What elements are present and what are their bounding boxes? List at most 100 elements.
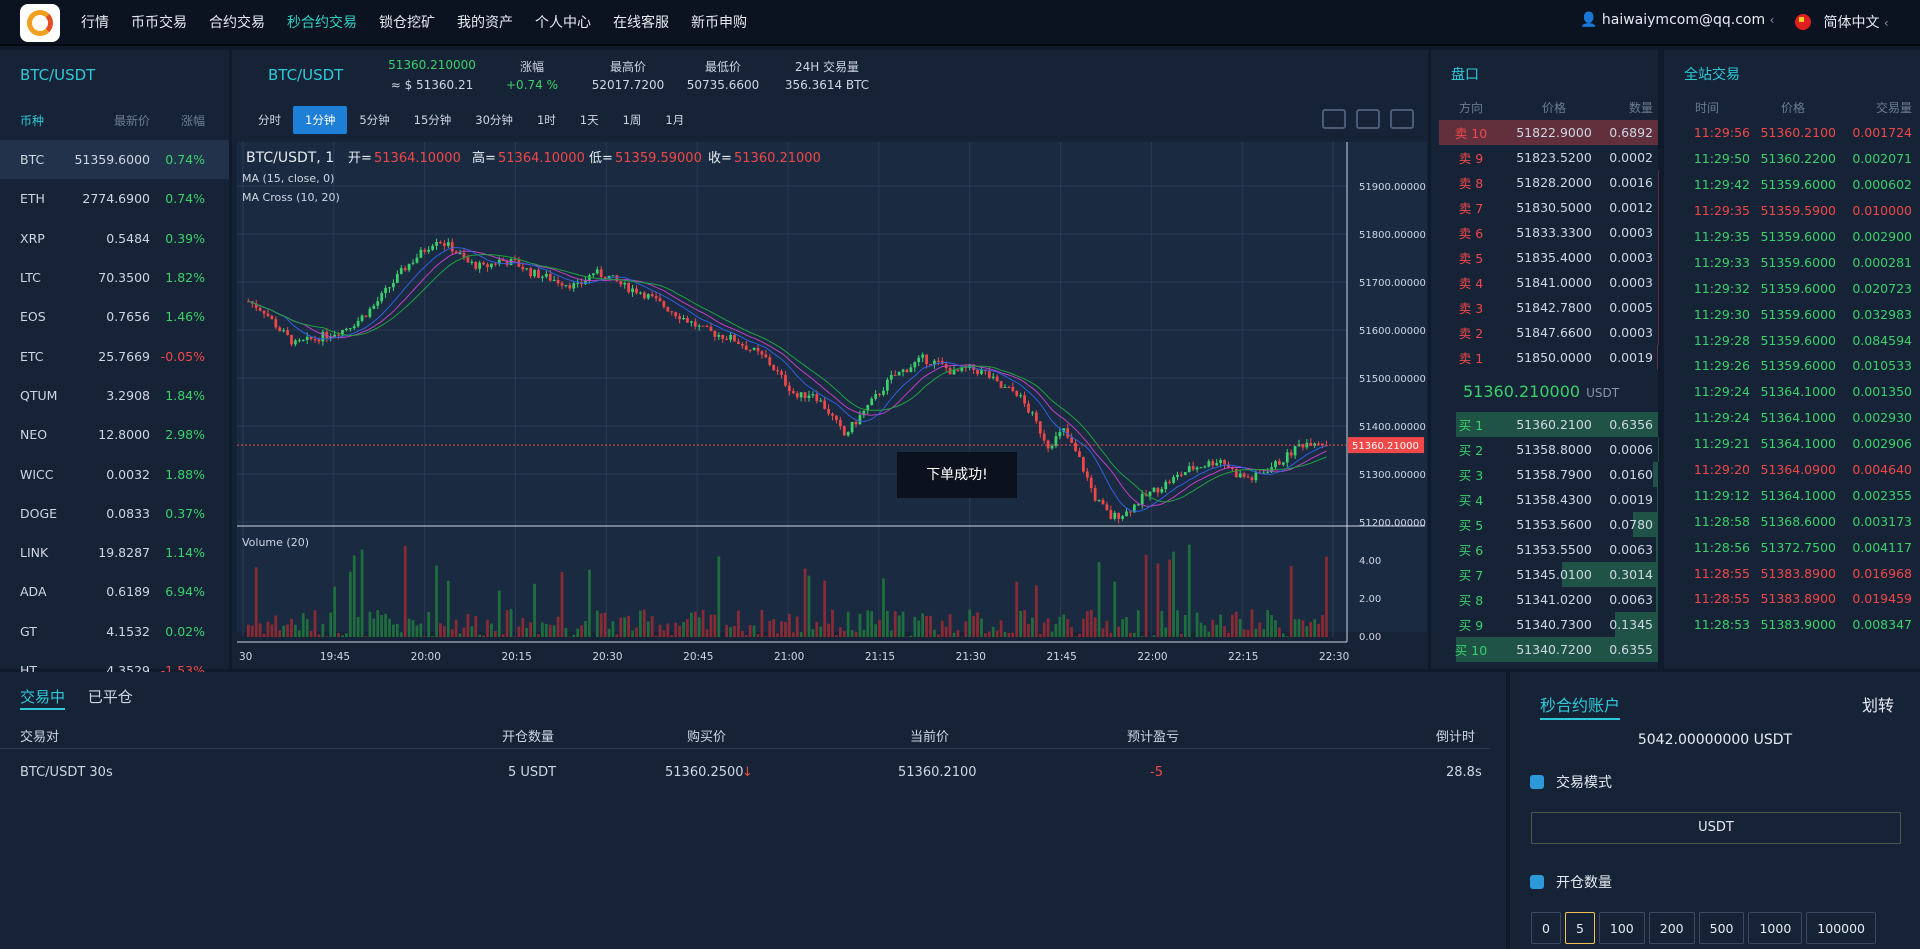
candle: [466, 257, 470, 263]
nav-item[interactable]: 个人中心: [535, 15, 591, 31]
ask-row[interactable]: 卖 7 51830.5000 0.0012: [1458, 195, 1658, 220]
nav-item[interactable]: 币币交易: [131, 15, 187, 31]
pair-list-title: BTC/USDT: [20, 66, 96, 84]
pair-row[interactable]: EOS 0.7656 1.46%: [20, 309, 205, 325]
pair-row[interactable]: WICC 0.0032 1.88%: [20, 466, 205, 482]
bid-row[interactable]: 买 5 51353.5600 0.0780: [1431, 512, 1658, 537]
timeframe-tab[interactable]: 15分钟: [413, 113, 452, 127]
user-account[interactable]: 👤 haiwaiymcom@qq.com ‹: [1580, 12, 1775, 28]
ask-row[interactable]: 卖 1 51850.0000 0.0019: [1458, 345, 1658, 370]
volume-bar: [705, 629, 709, 637]
pair-row[interactable]: ADA 0.6189 6.94%: [20, 584, 205, 600]
timeframe-tab[interactable]: 1周: [622, 113, 642, 127]
qty-option[interactable]: 100: [1598, 912, 1645, 944]
candle: [740, 343, 744, 346]
candle: [878, 393, 881, 395]
bid-row[interactable]: 买 3 51358.7900 0.0160: [1431, 462, 1658, 487]
qty-option[interactable]: 100000: [1806, 912, 1877, 944]
trade-mode-select[interactable]: USDT: [1531, 812, 1901, 844]
candlestick-chart[interactable]: 51900.00000 51800.00000 51700.00000 51600.0…: [232, 142, 1428, 669]
volume-bar: [1050, 631, 1054, 637]
timeframe-tab[interactable]: 1分钟: [293, 106, 348, 134]
timeframe-tab[interactable]: 1时: [536, 113, 556, 127]
ask-row[interactable]: 卖 3 51842.7800 0.0005: [1458, 295, 1658, 320]
bid-row[interactable]: 买 2 51358.8000 0.0006: [1458, 437, 1658, 462]
volume-bar: [380, 615, 384, 637]
candle: [823, 400, 827, 409]
volume-bar: [740, 630, 744, 637]
volume-bar: [635, 627, 638, 637]
timeframe-tab[interactable]: 1月: [665, 113, 685, 127]
candle: [478, 262, 482, 269]
qty-option[interactable]: 200: [1648, 912, 1695, 944]
ask-row[interactable]: 卖 6 51833.3300 0.0003: [1458, 220, 1658, 245]
ask-row[interactable]: 卖 4 51841.0000 0.0003: [1458, 270, 1658, 295]
candle: [623, 282, 627, 285]
order-row[interactable]: BTC/USDT 30s 5 USDT 51360.2500 ↓ 51360.2…: [20, 765, 1482, 780]
volume-bar: [250, 625, 254, 637]
volume-bar: [392, 624, 395, 637]
ask-row[interactable]: 卖 10 51822.9000 0.6892: [1431, 120, 1658, 145]
language-switch[interactable]: 简体中文 ‹: [1795, 12, 1889, 32]
pair-row[interactable]: GT 4.1532 0.02%: [20, 623, 205, 639]
candle: [999, 381, 1003, 388]
gear-icon[interactable]: [1390, 109, 1414, 129]
volume-bar: [1082, 618, 1085, 637]
bid-row[interactable]: 买 7 51345.0100 0.3014: [1431, 562, 1658, 587]
pair-row[interactable]: ETC 25.7669 -0.05%: [20, 348, 205, 364]
ask-row[interactable]: 卖 9 51823.5200 0.0002: [1458, 145, 1658, 170]
tab-closed-orders[interactable]: 已平仓: [87, 688, 133, 706]
nav-item[interactable]: 新币申购: [691, 15, 747, 31]
qty-option[interactable]: 1000: [1748, 912, 1803, 944]
nav-item[interactable]: 秒合约交易: [287, 15, 357, 31]
tab-open-orders[interactable]: 交易中: [20, 688, 66, 710]
timeframe-tab[interactable]: 5分钟: [359, 113, 390, 127]
candle: [642, 292, 646, 299]
ask-row[interactable]: 卖 8 51828.2000 0.0016: [1458, 170, 1658, 195]
volume-bar: [1144, 554, 1148, 637]
pair-row[interactable]: ETH 2774.6900 0.74%: [20, 191, 205, 207]
indicator-icon[interactable]: [1356, 109, 1380, 129]
bid-row[interactable]: 买 8 51341.0200 0.0063: [1431, 587, 1658, 612]
pair-row[interactable]: QTUM 3.2908 1.84%: [20, 387, 205, 403]
candle: [1148, 491, 1152, 496]
pair-row[interactable]: LTC 70.3500 1.82%: [20, 270, 205, 286]
nav-item[interactable]: 锁仓挖矿: [379, 15, 435, 31]
transfer-button[interactable]: 划转: [1862, 696, 1895, 715]
volume-bar: [297, 630, 301, 637]
volume-bar: [403, 545, 407, 637]
bid-rows: 买 1 51360.2100 0.6356 买 2 51358.8000 0.0006 买 …: [1431, 412, 1658, 662]
timeframe-tab[interactable]: 1天: [579, 113, 599, 127]
nav-item[interactable]: 在线客服: [613, 15, 669, 31]
volume-bar: [717, 556, 721, 637]
qty-option[interactable]: 500: [1698, 912, 1745, 944]
pair-row[interactable]: BTC 51359.6000 0.74%: [0, 140, 229, 180]
pair-row[interactable]: DOGE 0.0833 0.37%: [20, 505, 205, 521]
pair-row[interactable]: LINK 19.8287 1.14%: [20, 545, 205, 561]
site-logo[interactable]: [20, 4, 60, 42]
volume-bar: [889, 630, 893, 637]
fullscreen-icon[interactable]: [1322, 109, 1346, 129]
pair-row[interactable]: NEO 12.8000 2.98%: [20, 427, 205, 443]
bid-row[interactable]: 买 1 51360.2100 0.6356: [1431, 412, 1658, 437]
timeframe-tab[interactable]: 30分钟: [475, 113, 513, 127]
nav-item[interactable]: 行情: [81, 15, 109, 31]
bid-row[interactable]: 买 10 51340.7200 0.6355: [1431, 637, 1658, 662]
qty-option[interactable]: 0: [1531, 912, 1561, 944]
bid-row[interactable]: 买 4 51358.4300 0.0019: [1458, 487, 1658, 512]
nav-item[interactable]: 合约交易: [209, 15, 265, 31]
candle: [866, 405, 870, 411]
volume-bar: [313, 610, 317, 637]
volume-bar: [490, 623, 493, 637]
candle: [262, 310, 266, 314]
ask-row[interactable]: 卖 2 51847.6600 0.0003: [1458, 320, 1658, 345]
account-title[interactable]: 秒合约账户: [1540, 692, 1621, 720]
bid-row[interactable]: 买 9 51340.7300 0.1345: [1431, 612, 1658, 637]
pair-row[interactable]: XRP 0.5484 0.39%: [20, 230, 205, 246]
qty-option[interactable]: 5: [1564, 912, 1595, 944]
nav-item[interactable]: 我的资产: [457, 15, 513, 31]
ask-row[interactable]: 卖 5 51835.4000 0.0003: [1458, 245, 1658, 270]
timeframe-tab[interactable]: 分时: [258, 113, 281, 127]
candle: [1121, 516, 1124, 519]
bid-row[interactable]: 买 6 51353.5500 0.0063: [1431, 537, 1658, 562]
